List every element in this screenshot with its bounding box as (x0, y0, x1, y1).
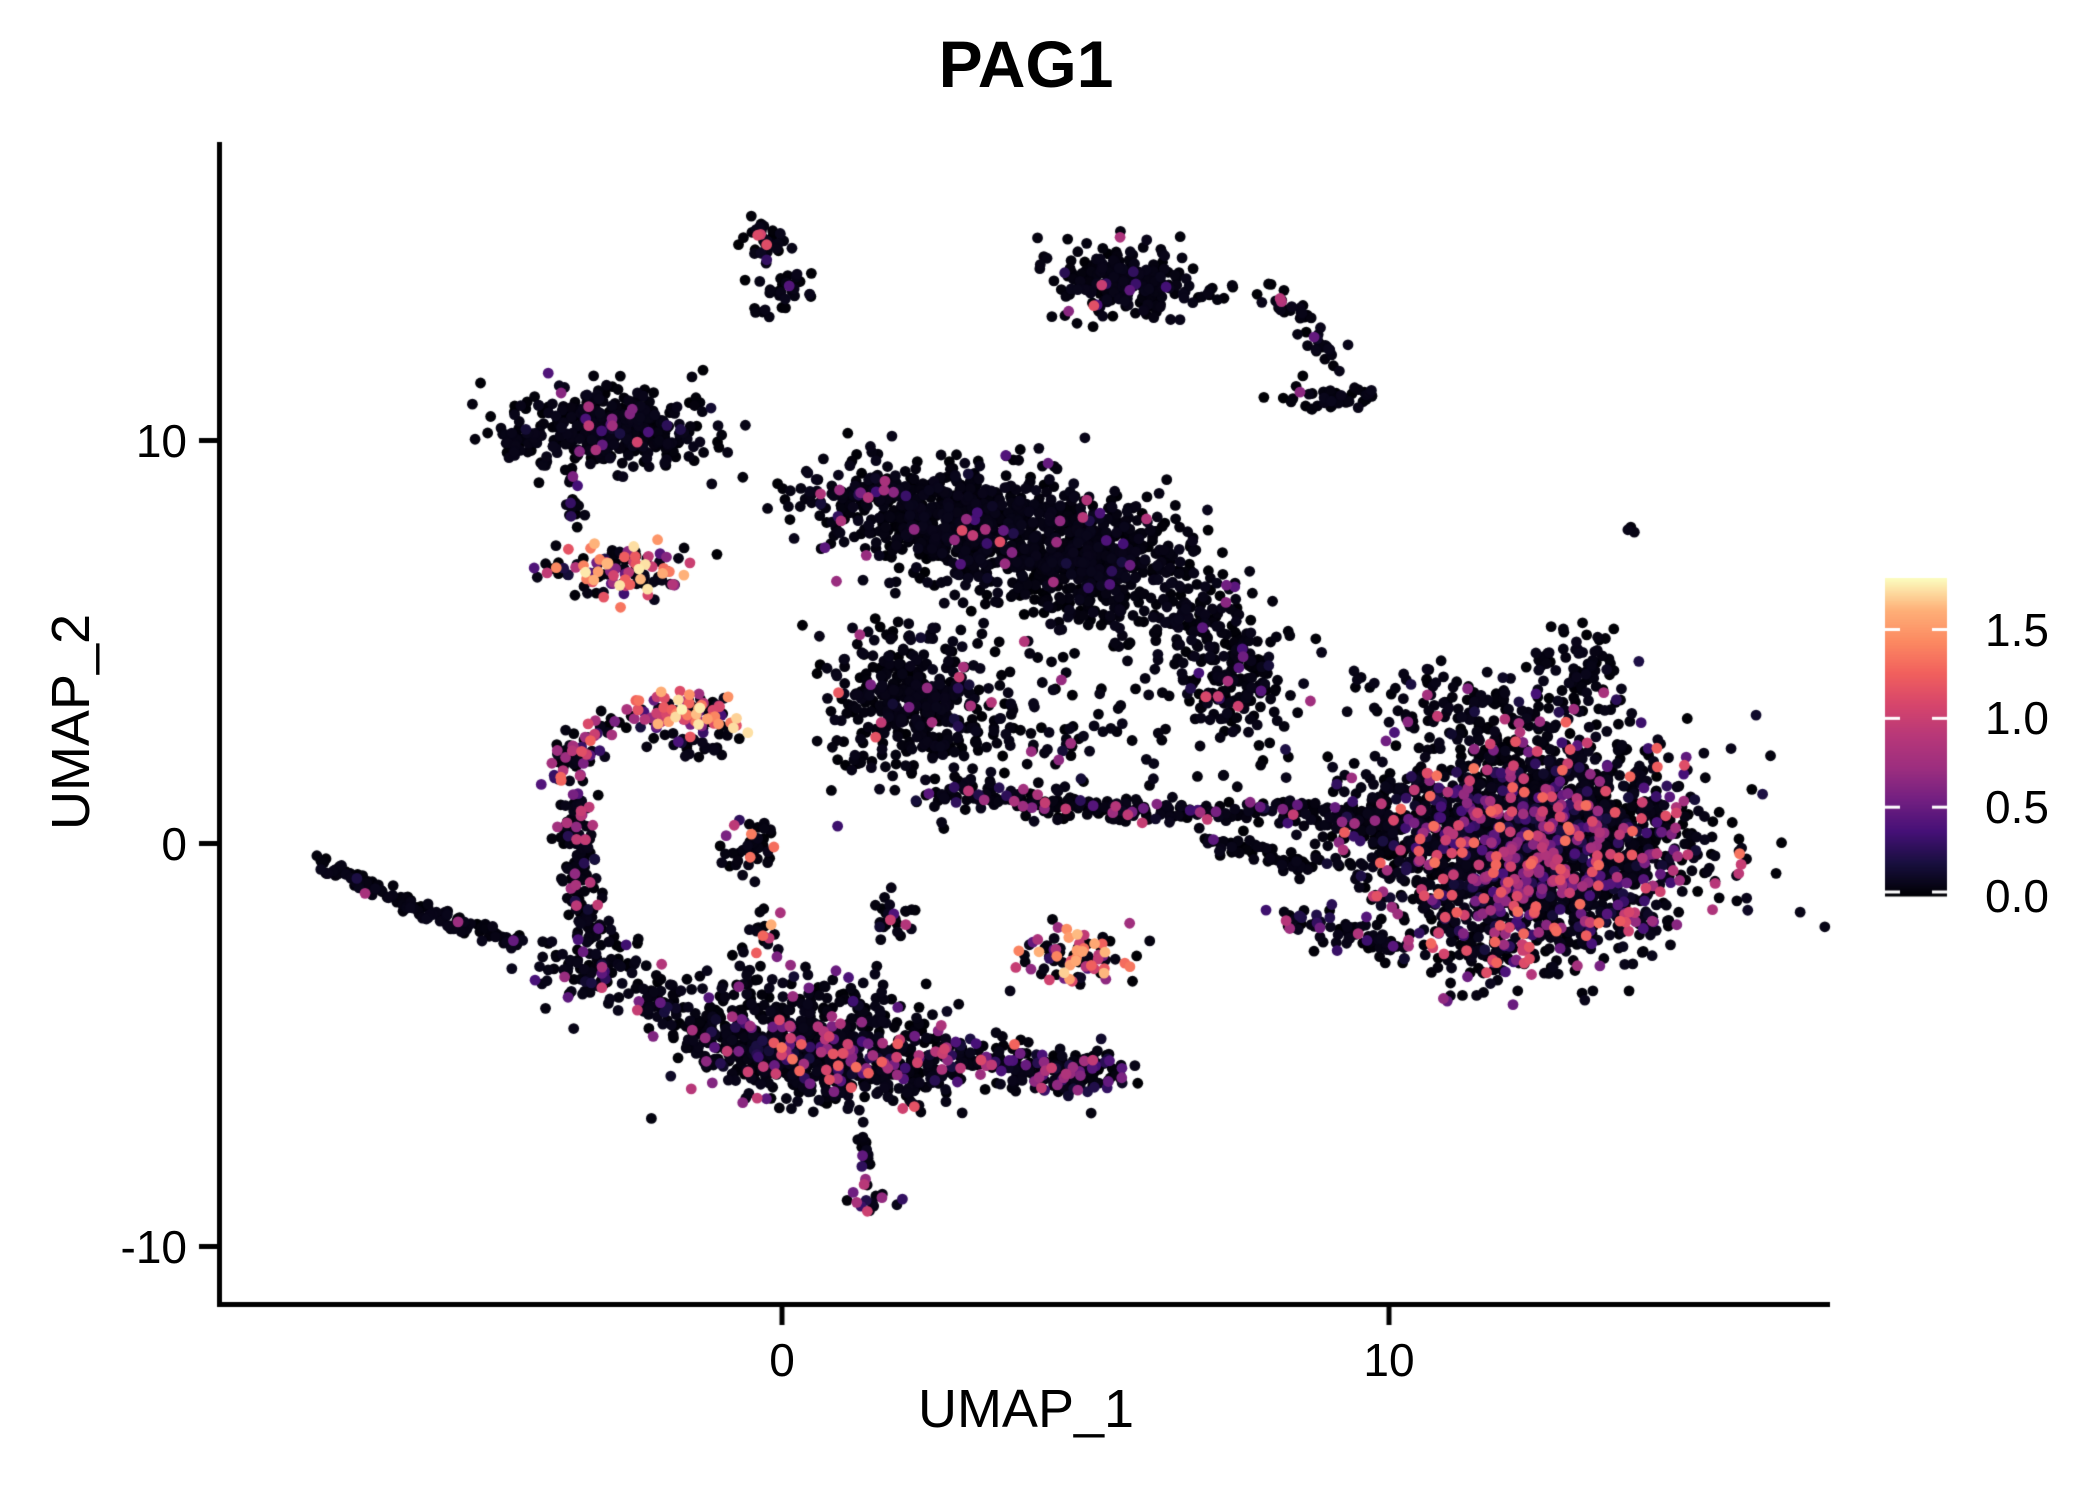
colorbar-tick-label-1.0: 1.0 (1985, 692, 2049, 745)
x-tick-label-0: 0 (769, 1334, 795, 1386)
y-tick-label--10: -10 (120, 1220, 187, 1273)
x-tick-label-10: 10 (1363, 1334, 1415, 1386)
colorbar-tick-label-1.5: 1.5 (1985, 603, 2049, 656)
y-tick-label-0: 0 (161, 817, 187, 870)
colorbar-tick-label-0.5: 0.5 (1985, 781, 2049, 834)
y-tick-label-10: 10 (135, 414, 187, 467)
plot-title: PAG1 (938, 27, 1114, 101)
x-axis-label: UMAP_1 (917, 1379, 1135, 1439)
colorbar-tick-label-0.0: 0.0 (1985, 870, 2049, 922)
